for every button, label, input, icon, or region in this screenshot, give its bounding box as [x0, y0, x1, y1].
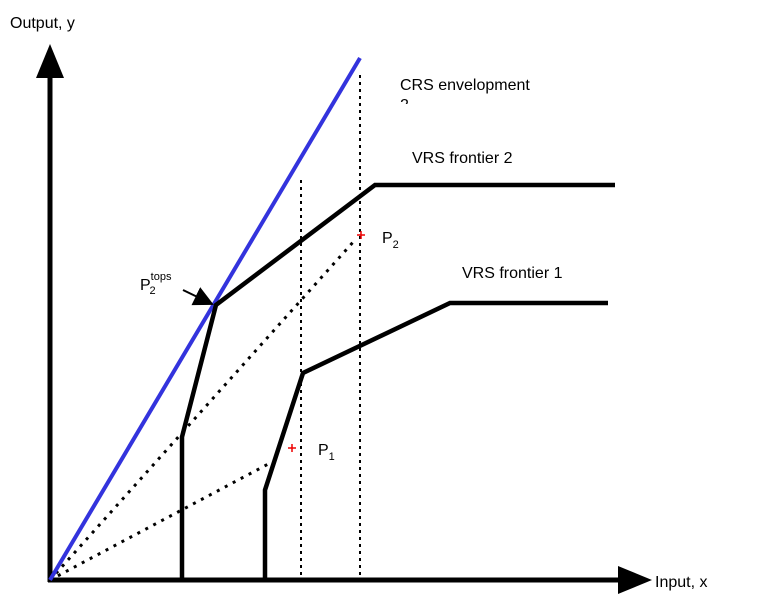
label-base: P	[382, 230, 393, 247]
label-sub: 2	[149, 285, 155, 297]
crs-line	[48, 56, 362, 582]
label-base: P	[140, 277, 151, 294]
x-arrow	[618, 566, 652, 594]
label-sup: tops	[151, 271, 172, 283]
point-p1	[288, 444, 296, 452]
vrs-frontier-1	[262, 300, 608, 580]
label-sub: 2	[393, 239, 399, 251]
p2-label: P2	[382, 230, 399, 251]
vrs2-label: VRS frontier 2	[412, 150, 513, 167]
tops-arrow	[182, 287, 214, 306]
p1-label: P1	[318, 442, 335, 463]
y-axis-label: Output, y	[10, 15, 75, 32]
vrs-frontier-2	[179, 182, 615, 580]
y-arrow	[36, 44, 64, 78]
crs-label-line: 2	[400, 97, 409, 114]
x-axis-label: Input, x	[655, 574, 707, 591]
point-p2	[357, 231, 365, 239]
vrs1-label: VRS frontier 1	[462, 265, 563, 282]
crs-label-line: CRS envelopment	[400, 77, 530, 94]
crs-label: CRS envelopment 2	[400, 77, 530, 114]
label-base: P	[318, 442, 329, 459]
label-sub: 1	[329, 451, 335, 463]
p2tops-label: Ptops 2	[140, 271, 172, 297]
